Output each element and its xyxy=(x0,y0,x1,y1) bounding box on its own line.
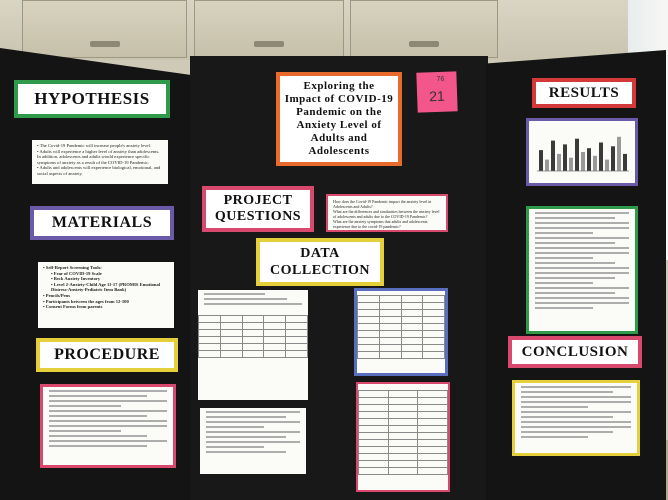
file-cabinet xyxy=(194,0,344,58)
results-chart-bar xyxy=(599,142,603,171)
results-chart-bar xyxy=(569,157,573,171)
sticky-note-number: 21 xyxy=(428,87,445,105)
results-chart-bar xyxy=(623,153,627,171)
results-chart-bar xyxy=(593,155,597,171)
results-chart-bar xyxy=(575,138,579,171)
results-text-paper xyxy=(526,206,638,334)
question-item: What are the differences and similaritie… xyxy=(333,209,440,219)
materials-list: Self-Report Screening Tools: Fear of COV… xyxy=(38,262,174,313)
materials-item: Beck Anxiety Inventory xyxy=(43,276,169,282)
data-table xyxy=(358,390,448,475)
hypothesis-item: The Covid-19 Pandemic will increase peop… xyxy=(37,143,163,149)
procedure-paper xyxy=(40,384,176,468)
data-sheet-2 xyxy=(200,408,306,474)
results-chart-bar xyxy=(605,159,609,171)
data-table xyxy=(357,295,445,359)
results-chart-bar xyxy=(617,136,621,171)
hypothesis-list: The Covid-19 Pandemic will increase peop… xyxy=(32,140,168,180)
results-chart xyxy=(537,136,629,172)
results-chart-bar xyxy=(539,150,543,171)
results-chart-bar xyxy=(563,144,567,171)
main-title: Exploring the Impact of COVID-19 Pandemi… xyxy=(276,72,402,166)
materials-item: Level 2-Anxiety-Child Age 11-17 (PROMIS … xyxy=(43,282,169,293)
hypothesis-paper: The Covid-19 Pandemic will increase peop… xyxy=(32,140,168,184)
hypothesis-title: HYPOTHESIS xyxy=(14,80,170,118)
results-chart-bar xyxy=(551,140,555,171)
file-cabinet xyxy=(350,0,498,58)
materials-item: Pencils/Pens xyxy=(43,293,169,299)
results-title: RESULTS xyxy=(532,78,636,108)
questions-paper: How does the Covid-19 Pandemic impact th… xyxy=(326,194,448,232)
file-cabinet xyxy=(22,0,187,58)
results-chart-bar xyxy=(545,159,549,171)
materials-paper: Self-Report Screening Tools: Fear of COV… xyxy=(38,262,174,328)
question-item: How does the Covid-19 Pandemic impact th… xyxy=(333,199,432,209)
data-sheet-4 xyxy=(356,382,450,492)
sticky-note-top: 76 xyxy=(436,75,445,84)
hypothesis-item: Adults and adolescents will experience b… xyxy=(37,165,163,176)
conclusion-title: CONCLUSION xyxy=(508,336,642,368)
project-questions-title: PROJECT QUESTIONS xyxy=(202,186,314,232)
results-chart-bar xyxy=(611,146,615,171)
materials-title: MATERIALS xyxy=(30,206,174,240)
materials-item: Self-Report Screening Tools: xyxy=(43,265,169,271)
data-sheet-1 xyxy=(198,290,308,400)
results-chart-paper xyxy=(526,118,638,186)
questions-list: How does the Covid-19 Pandemic impact th… xyxy=(328,196,446,230)
materials-item: Participants between the ages from 12-10… xyxy=(43,299,169,305)
materials-item: Fear of COVID-19 Scale xyxy=(43,271,169,277)
data-collection-title: DATA COLLECTION xyxy=(256,238,384,286)
hypothesis-item: Adults will experience a higher level of… xyxy=(37,149,163,166)
data-sheet-3 xyxy=(354,288,448,376)
procedure-title: PROCEDURE xyxy=(36,338,178,372)
data-table xyxy=(198,315,308,358)
materials-item: Consent Forms from parents xyxy=(43,304,169,310)
question-item: What are the anxiety symptoms that adult… xyxy=(333,219,428,229)
results-chart-bars xyxy=(539,136,627,171)
results-chart-bar xyxy=(557,153,561,171)
results-chart-bar xyxy=(581,152,585,171)
sticky-note: 76 21 xyxy=(416,71,458,113)
conclusion-paper xyxy=(512,380,640,456)
results-chart-bar xyxy=(587,148,591,171)
